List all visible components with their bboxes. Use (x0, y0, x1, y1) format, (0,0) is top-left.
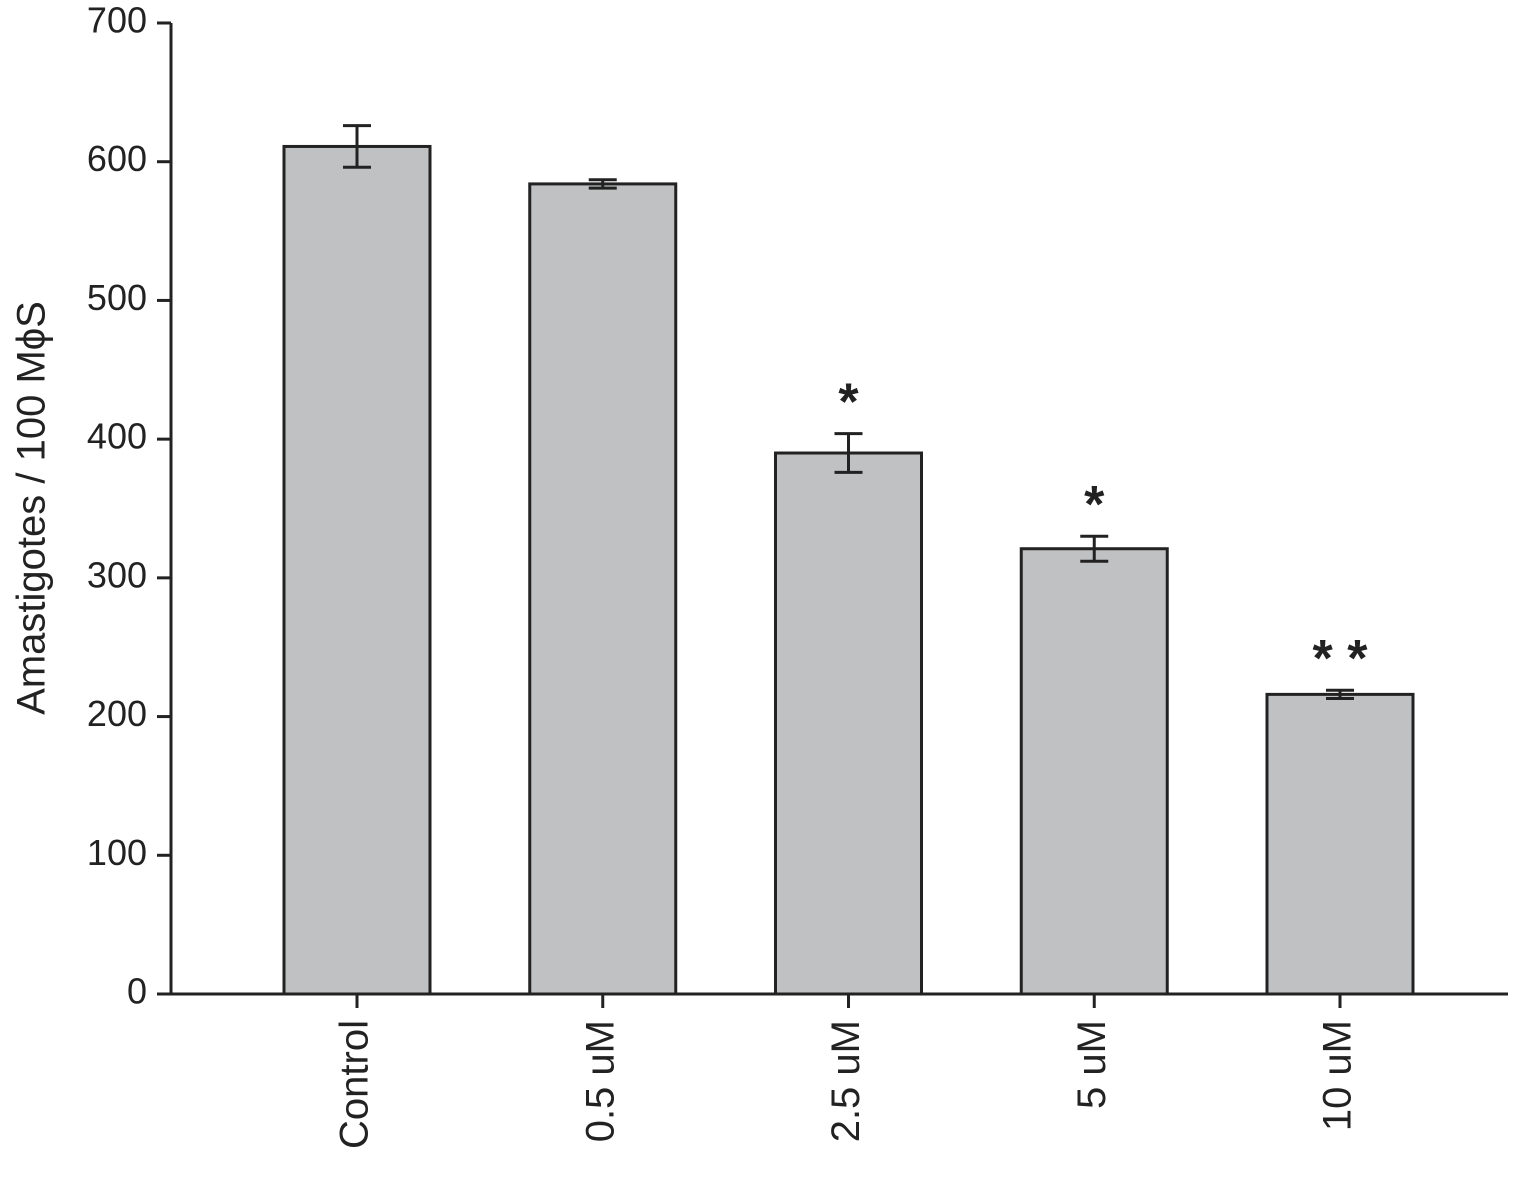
x-tick-label: 10 uM (1316, 1020, 1360, 1131)
x-tick-label: 5 uM (1070, 1020, 1114, 1109)
bar (1019, 547, 1169, 996)
y-axis-label: Amastigotes / 100 MϕS (10, 301, 54, 715)
y-tick-label: 300 (87, 554, 147, 595)
y-tick-label: 400 (87, 416, 147, 457)
y-tick-label: 200 (87, 693, 147, 734)
y-tick-label: 0 (127, 971, 147, 1012)
x-tick-label: Control (333, 1020, 377, 1149)
y-tick-label: 500 (87, 277, 147, 318)
x-tick-label: 2.5 uM (824, 1020, 868, 1142)
bar (774, 451, 923, 996)
y-tick-label: 100 (87, 832, 147, 873)
x-tick-label: 0.5 uM (578, 1020, 622, 1142)
bar (282, 144, 432, 996)
significance-label: * * (1313, 630, 1369, 688)
bar (528, 182, 678, 996)
significance-label: * (1084, 476, 1105, 534)
bar (1265, 692, 1415, 996)
y-tick-label: 600 (87, 138, 147, 179)
y-tick-label: 700 (87, 0, 147, 41)
significance-label: * (838, 373, 859, 431)
